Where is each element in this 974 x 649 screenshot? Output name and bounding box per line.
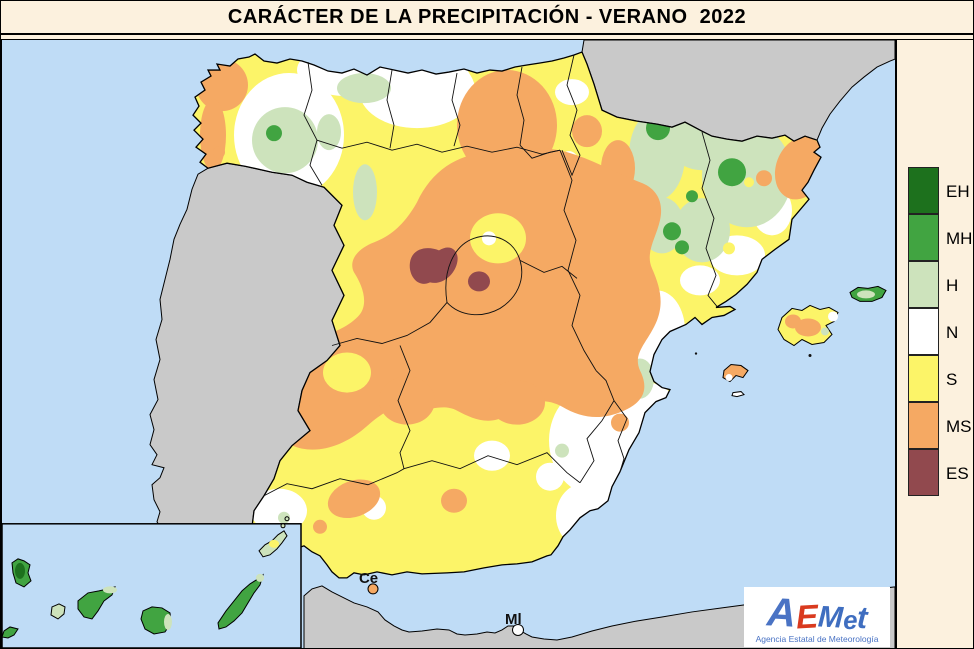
aemet-logo-caption: Agencia Estatal de Meteorología	[755, 634, 879, 644]
logo-letter: A	[765, 590, 797, 636]
dry-enclaves	[323, 177, 754, 393]
balearic-islands	[694, 285, 887, 398]
melilla-marker	[512, 623, 524, 636]
tenerife	[77, 586, 116, 620]
logo-letter: e	[841, 604, 858, 636]
logo-letter: E	[794, 597, 819, 636]
la-gomera	[50, 603, 66, 620]
normal-dot	[482, 231, 496, 246]
title-band: CARÁCTER DE LA PRECIPITACIÓN - VERANO 20…	[1, 1, 973, 35]
fuerteventura	[217, 573, 264, 630]
legend: EH MH H N S MS ES	[896, 39, 973, 648]
legend-swatch-ES	[908, 449, 939, 496]
legend-item-H: H	[908, 261, 968, 309]
formentera	[731, 391, 745, 398]
city-markers: Ce Ml	[359, 570, 524, 636]
logo-letter: t	[856, 599, 869, 636]
legend-label: H	[946, 275, 959, 295]
page-title: CARÁCTER DE LA PRECIPITACIÓN - VERANO 20…	[227, 5, 747, 28]
legend-label: S	[946, 369, 958, 389]
logo-letter: M	[816, 600, 844, 635]
legend-item-N: N	[908, 308, 968, 356]
legend-swatch-MH	[908, 214, 939, 261]
legend-label: EH	[946, 181, 970, 201]
legend-label: ES	[946, 463, 969, 483]
legend-swatch-MS	[908, 402, 939, 449]
el-hierro	[2, 626, 19, 639]
legend-label: MH	[946, 228, 973, 248]
legend-item-MH: MH	[908, 214, 972, 262]
legend-items: EH MH H N S MS ES	[908, 167, 973, 497]
legend-item-S: S	[908, 355, 968, 403]
legend-swatch-N	[908, 308, 939, 355]
spain-map: Ce Ml	[2, 40, 895, 648]
legend-label: MS	[946, 416, 972, 436]
legend-item-EH: EH	[908, 167, 970, 215]
legend-swatch-EH	[908, 167, 939, 214]
canary-inset	[2, 516, 302, 648]
ceuta-label: Ce	[359, 570, 378, 587]
melilla-label: Ml	[505, 611, 522, 628]
legend-item-ES: ES	[908, 449, 969, 497]
legend-swatch-H	[908, 261, 939, 308]
extremely-dry-areas	[409, 247, 490, 292]
region-borders	[263, 54, 718, 497]
legend-swatch-S	[908, 355, 939, 402]
ceuta-marker	[367, 583, 379, 595]
legend-label: N	[946, 322, 959, 342]
legend-item-MS: MS	[908, 402, 972, 450]
